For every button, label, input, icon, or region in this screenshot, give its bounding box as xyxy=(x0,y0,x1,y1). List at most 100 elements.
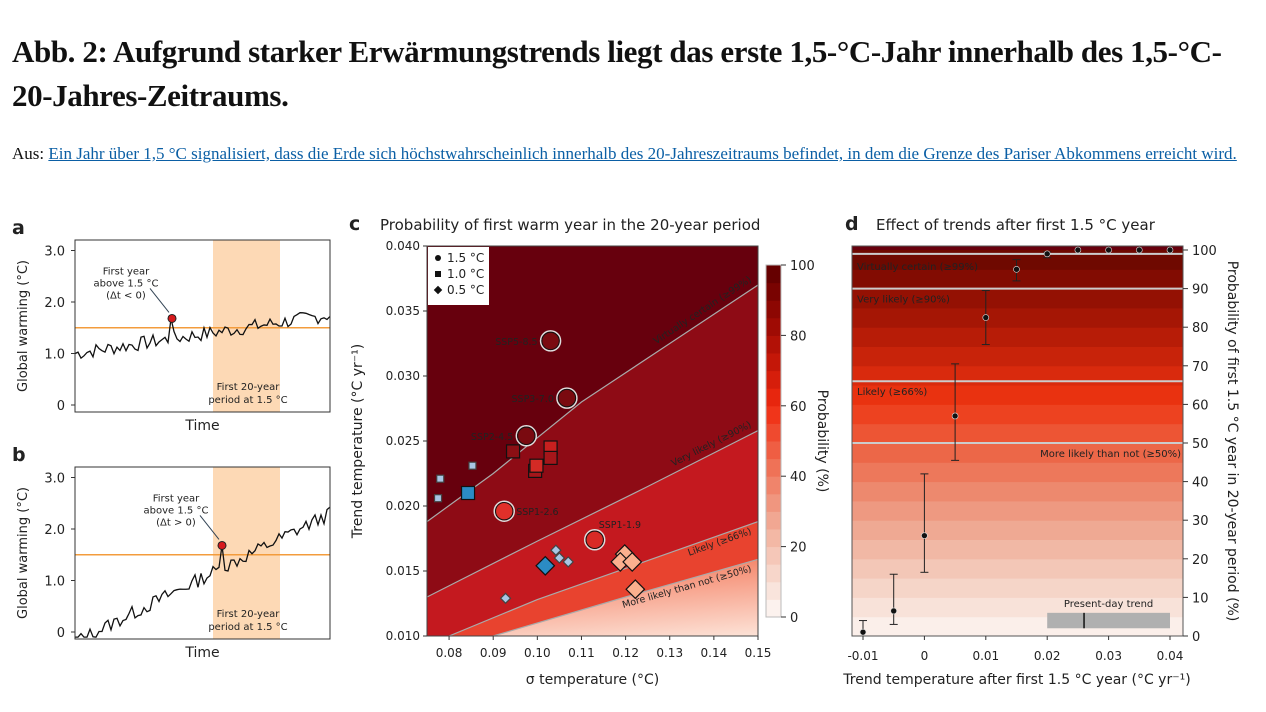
y-tick-label: 0 xyxy=(57,399,65,414)
scenario-label: SSP3-7.0 xyxy=(512,394,554,405)
legend-label: 0.5 °C xyxy=(447,283,484,297)
chart-title: Effect of trends after first 1.5 °C year xyxy=(876,216,1156,234)
panel-letter: c xyxy=(349,213,360,235)
legend-label: 1.0 °C xyxy=(447,267,484,281)
x-tick-label: 0.01 xyxy=(972,649,999,663)
scenario-circle-outline xyxy=(585,530,604,549)
annotation-text: (Δt < 0) xyxy=(106,290,146,301)
data-point xyxy=(982,314,990,321)
plot-frame xyxy=(851,245,1184,637)
colorbar-segment xyxy=(766,458,781,477)
colorbar-tick-label: 40 xyxy=(790,470,807,485)
colorbar-segment xyxy=(766,511,781,530)
first-year-dot xyxy=(167,313,177,323)
colorbar-segment xyxy=(766,405,781,424)
diamond-marker xyxy=(622,551,643,572)
y-tick-label: 1.0 xyxy=(44,348,65,363)
data-point xyxy=(890,607,898,615)
diamond-marker xyxy=(499,592,512,605)
first-20-year-band xyxy=(213,240,280,412)
y-tick-label: 100 xyxy=(1192,244,1217,259)
y-tick-label: 0.035 xyxy=(386,304,420,318)
y-tick-label: 3.0 xyxy=(44,472,65,487)
y-axis-label: Probability of first 1.5 °C year in 20-y… xyxy=(1224,261,1240,622)
y-tick-label: 0 xyxy=(57,626,65,641)
colorbar-tick-label: 60 xyxy=(790,400,807,415)
probability-band xyxy=(852,404,1183,425)
diamond-marker xyxy=(625,579,646,600)
colorbar-segment xyxy=(766,370,781,389)
y-tick-label: 0.040 xyxy=(386,239,420,253)
colorbar-tick-label: 20 xyxy=(790,541,807,556)
y-tick-label: 70 xyxy=(1192,360,1209,375)
contour-line xyxy=(447,520,758,636)
y-axis-label: Global warming (°C) xyxy=(16,487,31,619)
contour-field: Virtually certain (≥99%)Very likely (≥90… xyxy=(427,246,758,636)
square-marker xyxy=(529,458,544,473)
plot-frame xyxy=(74,239,331,413)
scenario-circle-outline xyxy=(541,331,560,351)
source-link[interactable]: Ein Jahr über 1,5 °C signalisiert, dass … xyxy=(48,144,1237,163)
diamond-marker xyxy=(610,551,631,572)
colorbar-segment xyxy=(766,564,781,583)
contour-line xyxy=(427,284,758,523)
y-tick-label: 0.030 xyxy=(386,369,420,383)
y-tick-label: 50 xyxy=(1192,437,1209,452)
threshold-label: Virtually certain (≥99%) xyxy=(857,262,978,273)
colorbar-segment xyxy=(766,353,781,372)
colorbar-segment xyxy=(766,441,781,460)
square-marker xyxy=(436,474,445,483)
scenario-circle xyxy=(556,387,578,409)
scenario-circle xyxy=(493,500,515,522)
scenario-circle-outline xyxy=(557,388,577,408)
chart-title: Probability of first warm year in the 20… xyxy=(380,216,760,234)
probability-band xyxy=(852,597,1183,618)
probability-band xyxy=(852,307,1183,328)
legend-diamond-icon xyxy=(433,285,443,295)
legend-circle-icon xyxy=(435,255,441,261)
diamond-marker xyxy=(550,544,562,556)
colorbar-tick-label: 100 xyxy=(790,259,815,274)
data-point xyxy=(1074,246,1082,254)
probability-band xyxy=(852,365,1183,386)
probability-band xyxy=(852,346,1183,367)
legend-label: 1.5 °C xyxy=(447,251,484,265)
diamond-marker xyxy=(553,552,566,564)
contour-line xyxy=(427,430,758,598)
plot-frame xyxy=(74,466,331,640)
first-year-dot xyxy=(217,540,227,550)
annotation-text: above 1.5 °C xyxy=(144,505,209,516)
data-point xyxy=(951,412,959,420)
colorbar-tick-label: 80 xyxy=(790,329,807,344)
probability-band xyxy=(852,288,1183,309)
y-tick-label: 0.025 xyxy=(386,434,420,448)
source-line: Aus: Ein Jahr über 1,5 °C signalisiert, … xyxy=(12,138,1252,169)
probability-band xyxy=(852,443,1183,463)
annotation-arrow xyxy=(149,288,170,313)
y-tick-label: 0.020 xyxy=(386,499,420,513)
panel-letter: d xyxy=(845,213,859,235)
y-tick-label: 2.0 xyxy=(44,296,65,311)
y-tick-label: 40 xyxy=(1192,476,1209,491)
x-tick-label: 0 xyxy=(921,649,929,663)
annotation-text: above 1.5 °C xyxy=(94,278,159,289)
scenario-circle-outline xyxy=(517,426,536,445)
x-tick-label: 0.11 xyxy=(568,646,595,660)
x-tick-label: 0.08 xyxy=(436,646,463,660)
probability-band xyxy=(852,481,1183,502)
annotation-text: First year xyxy=(103,266,150,277)
band-label: period at 1.5 °C xyxy=(208,395,287,406)
colorbar-segment xyxy=(766,529,781,548)
annotation-arrow xyxy=(199,515,220,540)
annotation-text: (Δt > 0) xyxy=(156,517,196,528)
legend-square-icon xyxy=(435,271,441,277)
first-20-year-band xyxy=(213,467,280,639)
probability-band xyxy=(852,385,1183,405)
x-axis-label: Time xyxy=(184,418,219,434)
y-tick-label: 1.0 xyxy=(44,575,65,590)
colorbar-segment xyxy=(766,476,781,495)
square-marker xyxy=(433,494,443,503)
y-tick-label: 60 xyxy=(1192,398,1209,413)
y-tick-label: 0.015 xyxy=(386,564,420,578)
data-point xyxy=(1166,246,1174,254)
